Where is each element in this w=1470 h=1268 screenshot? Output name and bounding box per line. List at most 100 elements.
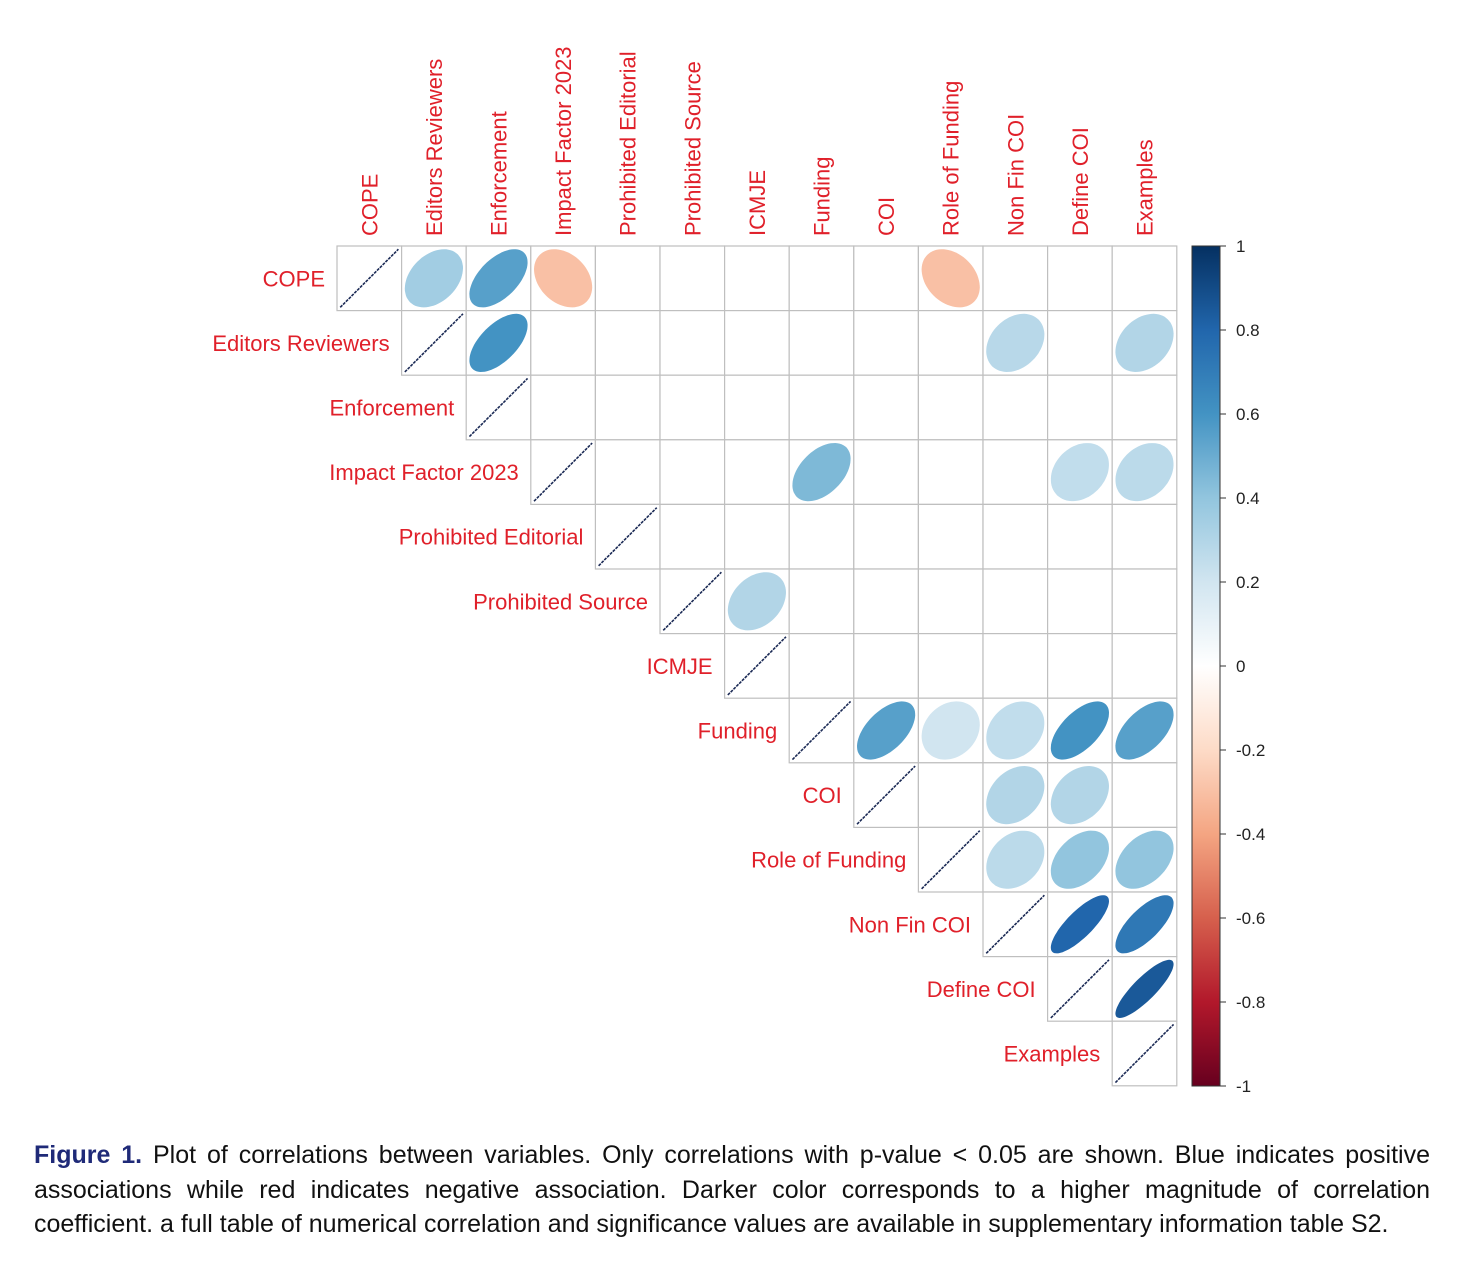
grid-cell [1111,245,1178,312]
correlation-ellipse [986,701,1045,760]
diagonal-mark-coi [856,765,916,825]
correlation-ellipse [1115,313,1174,372]
correlation-ellipse [1050,766,1109,825]
grid-cell [982,632,1049,699]
grid-cell [1111,503,1178,570]
column-label: Prohibited Source [680,61,705,236]
colorbar-tick-label: -1 [1236,1077,1251,1096]
correlation-ellipse [921,701,980,760]
grid-cell [1046,568,1113,635]
grid-cell [982,568,1049,635]
grid-cell [982,439,1049,505]
grid-cell [982,503,1049,570]
grid-cell [853,310,919,376]
correlation-ellipse [534,249,593,308]
column-label: Non Fin COI [1003,114,1028,236]
diagonal-mark-impact-factor-2023 [533,442,593,502]
grid-cell [530,374,596,441]
row-label: Impact Factor 2023 [329,460,519,485]
grid-cell [1111,632,1178,699]
colorbar-tick-label: -0.6 [1236,909,1265,928]
grid-cell [723,439,790,505]
correlation-ellipse [986,830,1045,889]
row-label: COI [803,783,842,808]
grid-cell [1111,374,1178,441]
grid-cell [723,245,790,312]
grid-cell [1046,310,1113,376]
grid-cell [788,632,855,699]
column-label: Funding [810,156,835,236]
colorbar-legend: 1 0.8 0.6 0.4 0.2 0 -0.2 -0.4 -0.6 -0.8 -1 [1191,237,1265,1096]
figure-caption: Figure 1. Plot of correlations between v… [34,1138,1430,1242]
colorbar-tick-label: -0.2 [1236,741,1265,760]
grid-cell [1046,632,1113,699]
grid-cell [853,245,919,312]
column-label: Impact Factor 2023 [551,46,576,236]
correlation-ellipse [1050,701,1109,760]
grid-cell [723,310,790,376]
column-label: COPE [357,174,382,236]
diagonal-mark-non-fin-coi [985,894,1045,954]
grid-cell [1111,762,1178,828]
diagonal-mark-cope [339,248,399,308]
correlation-ellipse [921,249,980,308]
colorbar-tick-label: 0.8 [1236,321,1260,340]
row-label: Examples [1004,1042,1101,1067]
row-label: Non Fin COI [849,912,971,937]
grid-cell [917,632,984,699]
column-label: Editors Reviewers [422,59,447,236]
correlation-plot: COPE Editors Reviewers Enforcement Impact F… [212,46,1265,1096]
row-label: Prohibited Editorial [399,525,584,550]
grid-cell [594,245,661,312]
correlation-ellipse [1115,959,1174,1018]
correlation-ellipse [1115,895,1174,954]
grid-cell [594,310,661,376]
row-label: Funding [698,719,778,744]
grid-cell [853,439,919,505]
row-label: Editors Reviewers [212,331,389,356]
grid-cell [917,374,984,441]
colorbar-gradient [1191,245,1221,1087]
grid-cell [853,568,919,635]
grid-cell [1111,568,1178,635]
correlation-ellipse [1050,830,1109,889]
grid-cell [659,245,726,312]
colorbar-tick-label: -0.8 [1236,993,1265,1012]
correlation-ellipse [986,766,1045,825]
column-label: Role of Funding [939,81,964,236]
row-label: COPE [263,266,325,291]
row-label: Prohibited Source [473,589,648,614]
grid-cell [917,762,984,828]
row-labels: COPE Editors Reviewers Enforcement Impact F… [212,266,1100,1066]
correlation-ellipse [1050,895,1109,954]
diagonal-mark-funding [791,700,852,761]
diagonal-mark-define-coi [1050,959,1110,1019]
column-label: Define COI [1068,127,1093,236]
grid-cell [723,503,790,570]
diagonal-mark-icmje [727,636,787,696]
colorbar-tick-label: 0.6 [1236,405,1260,424]
row-label: Role of Funding [751,848,906,873]
column-label: ICMJE [745,170,770,236]
correlation-ellipse [469,249,528,308]
correlation-marks [339,248,1175,1084]
correlation-ellipse [1115,443,1174,502]
correlation-ellipse [857,701,916,760]
grid-cell [982,374,1049,441]
grid-cell [917,439,984,505]
grid-cell [917,310,984,376]
grid-cell [788,568,855,635]
correlation-ellipse [986,313,1045,372]
column-label: Prohibited Editorial [616,51,641,236]
row-label: Enforcement [329,396,454,421]
grid-cell [853,632,919,699]
grid-cell [594,439,661,505]
figure-label: Figure 1. [34,1141,143,1169]
diagonal-mark-enforcement [468,377,529,438]
grid-cell [982,245,1049,312]
grid-cell [1046,245,1113,312]
colorbar-tick-label: -0.4 [1236,825,1265,844]
grid-cell [723,374,790,441]
grid-cell [853,374,919,441]
correlation-ellipse [469,313,528,372]
